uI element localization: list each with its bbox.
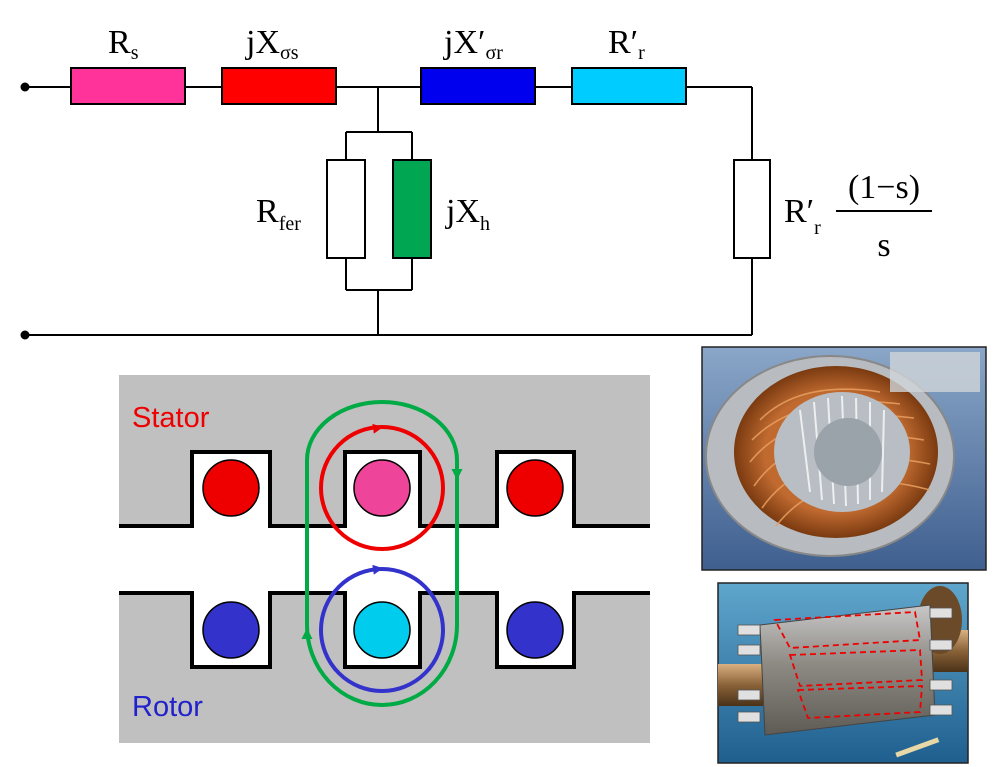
stator-conductor-center: [353, 459, 411, 517]
stator-outline: [119, 450, 650, 528]
label-load-r: R′r: [784, 193, 821, 239]
label-rs: Rs: [108, 24, 139, 64]
label-load-denominator: s: [877, 227, 890, 264]
label-xh: jXh: [445, 193, 490, 235]
machine-cross-section: Stator Rotor: [119, 375, 650, 743]
equivalent-circuit: Rs jXσs jX′σr R′r Rfer jXh R′r (1−s) s: [20, 24, 932, 340]
circuit-wires: [25, 86, 753, 336]
label-load-numerator: (1−s): [848, 169, 920, 206]
label-x-sigma-s: jXσs: [245, 24, 299, 64]
iron-loss-resistance: [326, 159, 366, 259]
label-x-sigma-r: jX′σr: [443, 24, 503, 64]
label-rfer: Rfer: [256, 193, 301, 235]
main-flux-loop: [305, 400, 459, 707]
circuit-labels: Rs jXσs jX′σr R′r Rfer jXh R′r (1−s) s: [108, 24, 932, 264]
rotor-resistance: [571, 67, 687, 105]
rotor-conductor-center: [353, 601, 411, 659]
stator-conductor: [202, 459, 260, 517]
rotor-leakage-reactance: [420, 67, 536, 105]
label-rr: R′r: [608, 24, 645, 64]
terminal-bottom: [20, 330, 30, 340]
stator-label: Stator: [132, 402, 210, 434]
rotor-conductor: [202, 601, 260, 659]
load-resistance: [733, 159, 771, 259]
terminal-top: [20, 82, 30, 92]
magnetizing-reactance: [392, 159, 432, 259]
stator-winding-photo-icon: [701, 346, 987, 571]
rotor-conductor: [506, 601, 564, 659]
stator-resistance: [70, 67, 186, 105]
stator-leakage-reactance: [221, 67, 337, 105]
rotor-label: Rotor: [132, 691, 203, 723]
stator-conductor: [506, 459, 564, 517]
rotor-outline: [119, 591, 650, 669]
squirrel-cage-rotor-photo-icon: [717, 582, 969, 764]
